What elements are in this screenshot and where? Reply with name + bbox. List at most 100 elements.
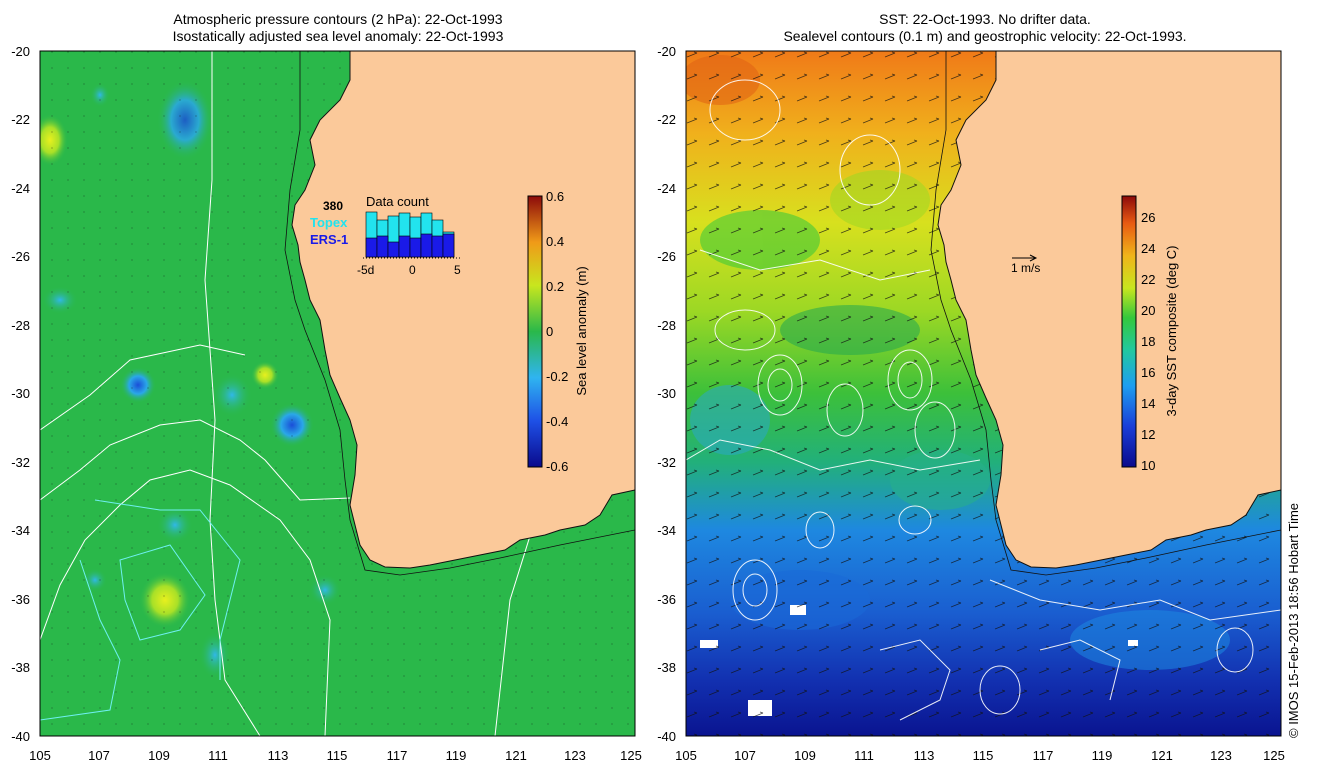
y-tick-label: -26 <box>657 249 676 264</box>
x-tick-label: 121 <box>1151 748 1173 763</box>
y-tick-label: -40 <box>11 729 30 744</box>
x-tick-label: 113 <box>914 748 935 763</box>
x-tick-label: 123 <box>1210 748 1232 763</box>
sst-tick-label: 14 <box>1141 396 1155 411</box>
sst-colorbar-gradient <box>1121 195 1137 468</box>
x-tick-label: 111 <box>854 748 874 763</box>
x-tick-label: 113 <box>268 748 289 763</box>
y-tick-label: -20 <box>11 44 30 59</box>
y-tick-label: -32 <box>11 455 30 470</box>
sst-colorbar-ticks: 26 24 22 20 18 16 14 12 10 <box>1141 210 1155 473</box>
sla-tick-label: 0 <box>546 324 553 339</box>
y-tick-label: -36 <box>657 592 676 607</box>
x-tick-label: 109 <box>148 748 170 763</box>
sla-tick-label: 0.2 <box>546 279 564 294</box>
x-tick-label: 119 <box>1092 748 1113 763</box>
left-land-australia <box>291 51 635 569</box>
data-count-inset: 380 Topex ERS-1 Data count -5d 0 5 <box>310 194 461 277</box>
y-tick-label: -20 <box>657 44 676 59</box>
sst-tick-label: 16 <box>1141 365 1155 380</box>
right-map <box>686 51 1281 736</box>
data-count-bars <box>365 211 455 258</box>
right-coast-shelf <box>930 51 1281 576</box>
x-tick-label: 115 <box>327 748 348 763</box>
y-tick-label: -28 <box>11 318 30 333</box>
y-tick-label: -24 <box>657 181 676 196</box>
x-tick-label: 107 <box>88 748 110 763</box>
velocity-scale: 1 m/s <box>1011 254 1040 275</box>
y-tick-label: -32 <box>657 455 676 470</box>
data-count-max-label: 380 <box>323 199 343 213</box>
left-title-line2: Isostatically adjusted sea level anomaly… <box>172 28 504 44</box>
x-tick-label: 105 <box>675 748 697 763</box>
x-tick-label: 115 <box>973 748 994 763</box>
topex-label: Topex <box>310 215 348 230</box>
left-y-axis: -20 -22 -24 -26 -28 -30 -32 -34 -36 -38 … <box>11 44 30 744</box>
x-tick-label: 123 <box>564 748 586 763</box>
sst-tick-label: 18 <box>1141 334 1155 349</box>
y-tick-label: -36 <box>11 592 30 607</box>
sst-tick-label: 26 <box>1141 210 1155 225</box>
right-title-line2: Sealevel contours (0.1 m) and geostrophi… <box>783 28 1187 44</box>
x-tick-label: 117 <box>1033 748 1054 763</box>
left-colorbar: 0.6 0.4 0.2 0 -0.2 -0.4 -0.6 Sea level a… <box>527 189 589 474</box>
sst-tick-label: 22 <box>1141 272 1155 287</box>
y-tick-label: -40 <box>657 729 676 744</box>
x-tick-label: 111 <box>208 748 228 763</box>
x-tick-label: 109 <box>794 748 816 763</box>
y-tick-label: -28 <box>657 318 676 333</box>
sla-tick-label: -0.6 <box>546 459 568 474</box>
velocity-scale-arrowhead <box>1029 254 1038 262</box>
sla-tick-label: 0.4 <box>546 234 564 249</box>
y-tick-label: -22 <box>11 112 30 127</box>
y-tick-label: -38 <box>11 660 30 675</box>
x-tick-label: 125 <box>620 748 642 763</box>
data-count-tick-5: 5 <box>454 263 461 277</box>
left-map-frame <box>39 50 636 737</box>
left-panel-title: Atmospheric pressure contours (2 hPa): 2… <box>28 11 648 45</box>
x-tick-label: 125 <box>1263 748 1285 763</box>
sst-tick-label: 12 <box>1141 427 1155 442</box>
sst-tick-label: 24 <box>1141 241 1155 256</box>
sst-tick-label: 20 <box>1141 303 1155 318</box>
sla-tick-label: -0.4 <box>546 414 568 429</box>
right-land-australia <box>937 51 1281 569</box>
sealevel-contours <box>686 79 1281 721</box>
right-panel-title: SST: 22-Oct-1993. No drifter data. Seale… <box>675 11 1295 45</box>
sla-colorbar-label: Sea level anomaly (m) <box>574 266 589 395</box>
y-tick-label: -30 <box>11 386 30 401</box>
x-tick-label: 121 <box>505 748 527 763</box>
x-tick-label: 107 <box>734 748 756 763</box>
ers1-label: ERS-1 <box>310 232 348 247</box>
left-x-axis: 105 107 109 111 113 115 117 119 121 123 … <box>29 748 642 763</box>
right-map-frame <box>685 50 1282 737</box>
y-tick-label: -26 <box>11 249 30 264</box>
left-map <box>40 51 635 736</box>
x-tick-label: 105 <box>29 748 51 763</box>
sla-colorbar-gradient <box>527 195 543 468</box>
sst-tick-label: 10 <box>1141 458 1155 473</box>
y-tick-label: -22 <box>657 112 676 127</box>
y-tick-label: -38 <box>657 660 676 675</box>
right-title-line1: SST: 22-Oct-1993. No drifter data. <box>879 11 1091 27</box>
right-colorbar: 26 24 22 20 18 16 14 12 10 3-day SST com… <box>1121 195 1179 473</box>
right-x-axis: 105 107 109 111 113 115 117 119 121 123 … <box>675 748 1285 763</box>
x-tick-label: 117 <box>387 748 408 763</box>
velocity-scale-label: 1 m/s <box>1011 261 1040 275</box>
left-coast-shelf <box>284 51 635 576</box>
sla-colorbar-ticks: 0.6 0.4 0.2 0 -0.2 -0.4 -0.6 <box>546 189 568 474</box>
x-tick-label: 119 <box>446 748 467 763</box>
data-count-tick-0: 0 <box>409 263 416 277</box>
y-tick-label: -24 <box>11 181 30 196</box>
imos-credit: © IMOS 15-Feb-2013 18:56 Hobart Time <box>1286 502 1301 738</box>
sla-tick-label: -0.2 <box>546 369 568 384</box>
sst-colorbar-label: 3-day SST composite (deg C) <box>1164 246 1179 417</box>
y-tick-label: -30 <box>657 386 676 401</box>
left-title-line1: Atmospheric pressure contours (2 hPa): 2… <box>173 11 503 27</box>
right-y-axis: -20 -22 -24 -26 -28 -30 -32 -34 -36 -38 … <box>657 44 676 744</box>
y-tick-label: -34 <box>11 523 30 538</box>
sla-tick-label: 0.6 <box>546 189 564 204</box>
data-count-title: Data count <box>366 194 429 209</box>
y-tick-label: -34 <box>657 523 676 538</box>
data-count-tick-m5: -5d <box>357 263 374 277</box>
